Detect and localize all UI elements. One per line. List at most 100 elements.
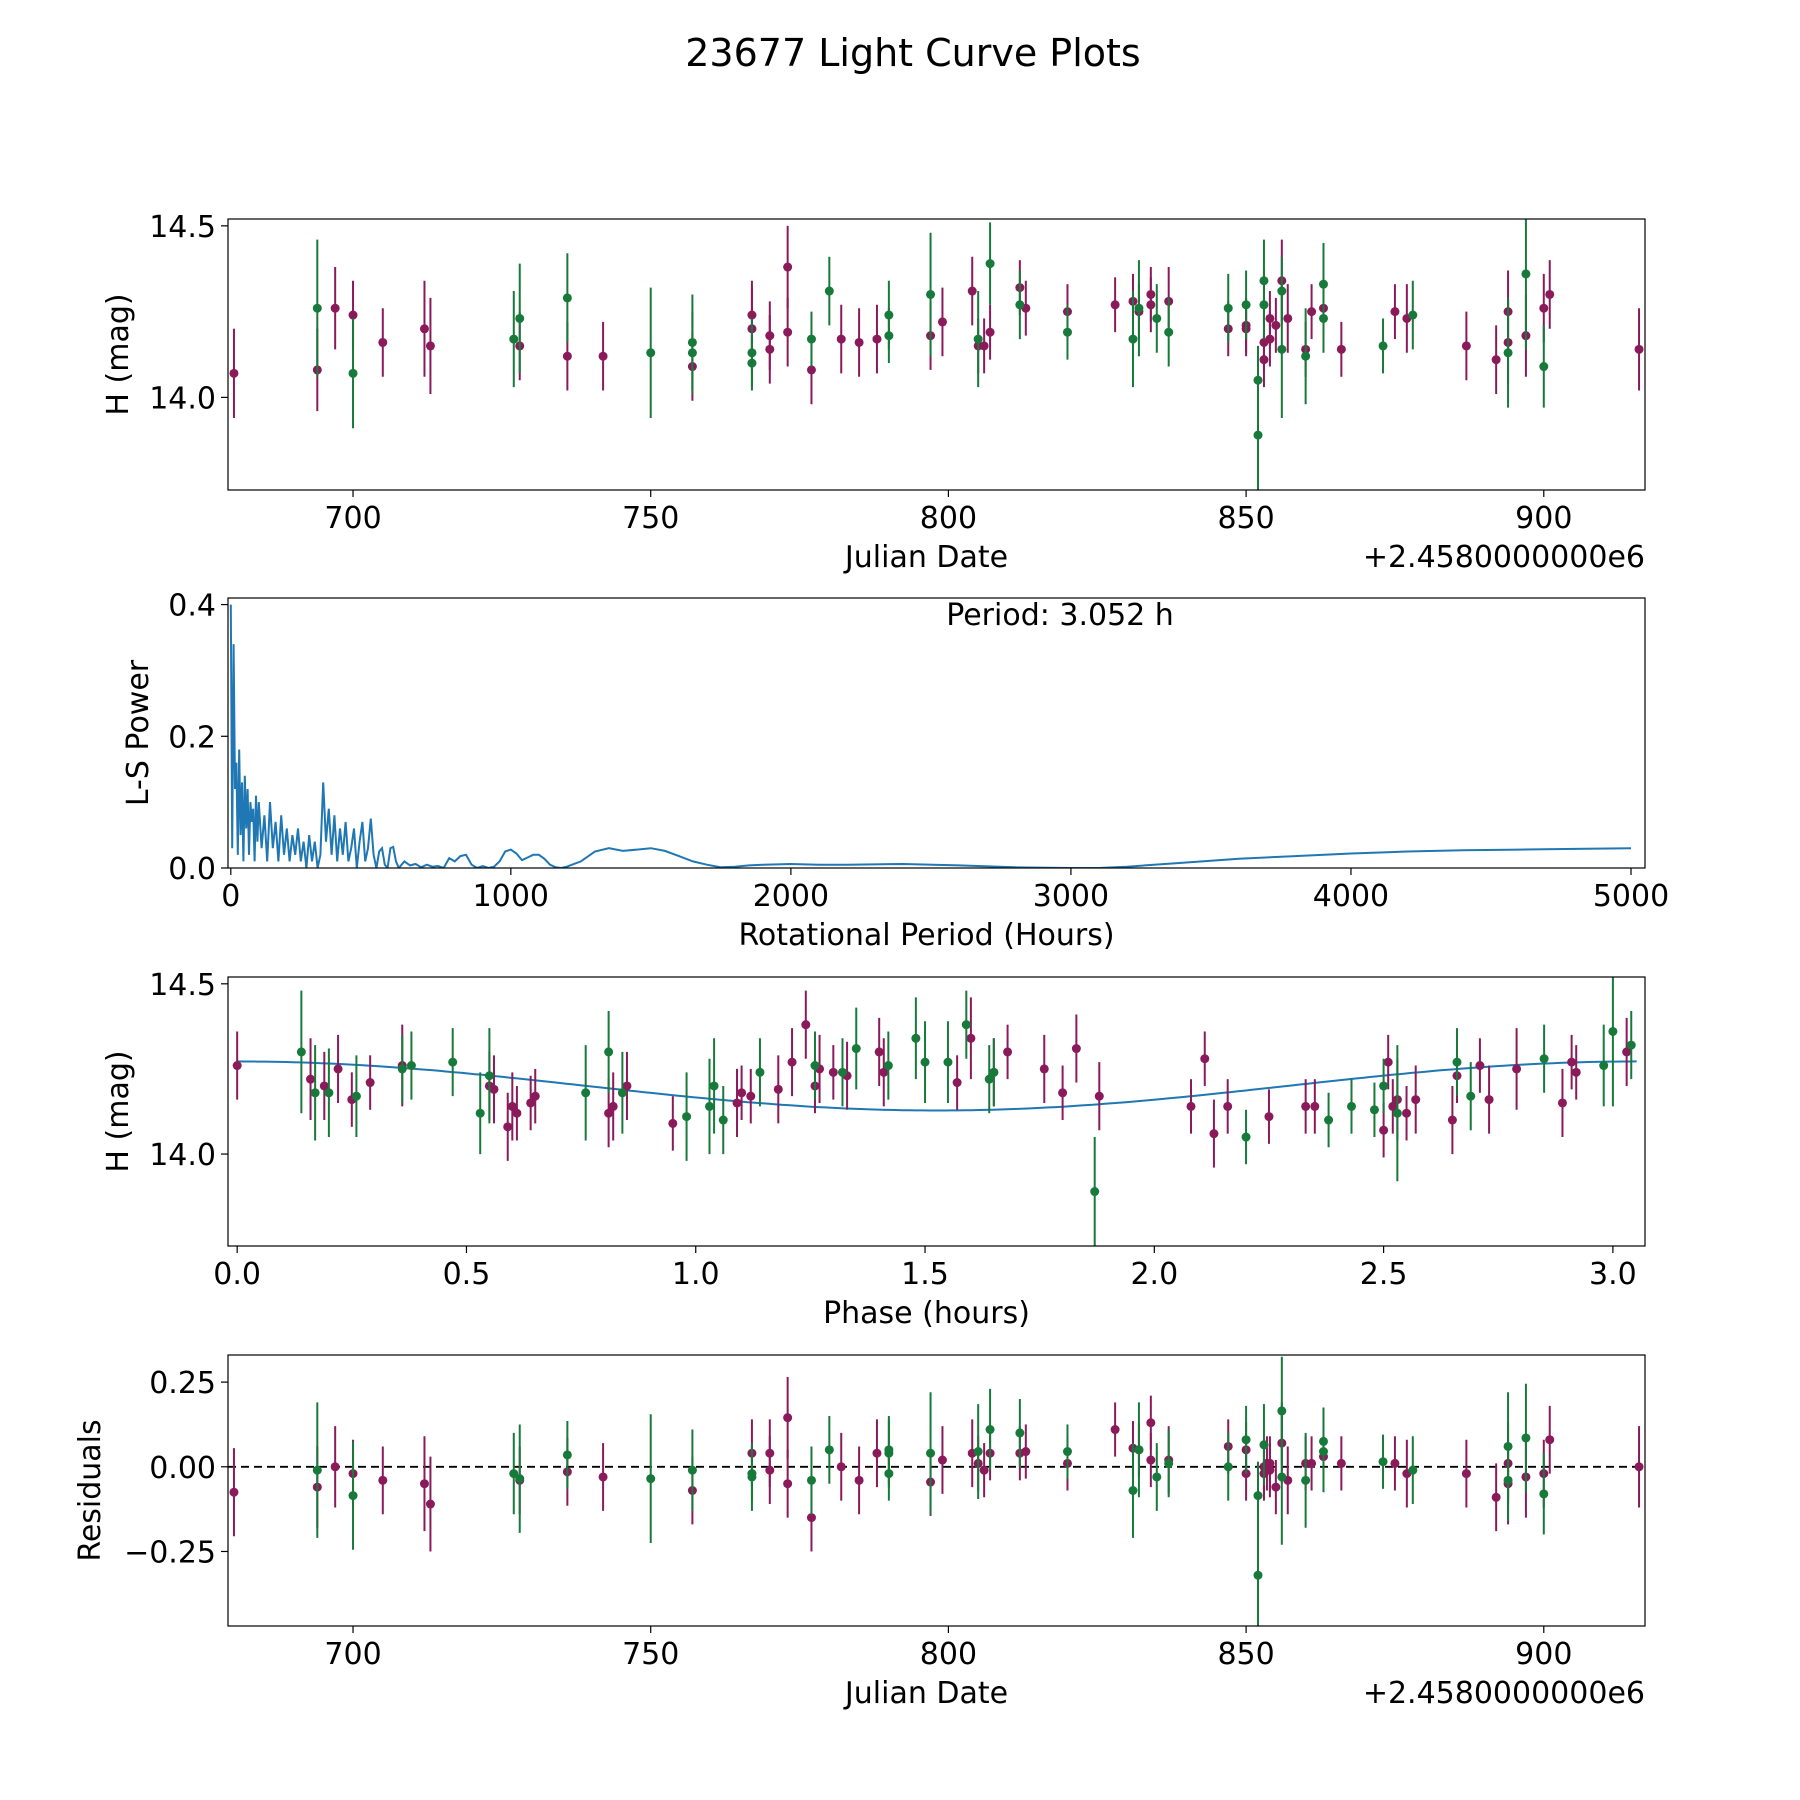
- data-point: [1039, 1064, 1049, 1074]
- data-point: [319, 1081, 329, 1091]
- data-point: [1259, 355, 1269, 365]
- data-point: [1608, 1026, 1618, 1036]
- data-point: [515, 1474, 525, 1484]
- x-axis-label: Julian Date: [843, 540, 1008, 575]
- data-point: [1301, 1101, 1311, 1111]
- data-point: [1626, 1040, 1636, 1050]
- data-point: [836, 334, 846, 344]
- data-point: [783, 1413, 793, 1423]
- data-point: [824, 286, 834, 296]
- data-point: [562, 293, 572, 303]
- data-point: [1491, 355, 1501, 365]
- data-point: [1003, 1047, 1013, 1057]
- data-point: [787, 1057, 797, 1067]
- data-point: [884, 1469, 894, 1479]
- data-point: [1390, 307, 1400, 317]
- data-point: [1110, 300, 1120, 310]
- x-axis-offset-label: +2.4580000000e6: [1363, 1676, 1645, 1711]
- data-point: [512, 1108, 522, 1118]
- data-point: [1484, 1095, 1494, 1105]
- data-point: [1336, 1458, 1346, 1468]
- data-point: [709, 1081, 719, 1091]
- data-point: [598, 351, 608, 361]
- data-point: [1447, 1115, 1457, 1125]
- data-point: [1223, 1462, 1233, 1472]
- data-point: [755, 1067, 765, 1077]
- data-point: [836, 1462, 846, 1472]
- y-tick-label: 14.5: [149, 210, 216, 245]
- data-point: [1134, 1445, 1144, 1455]
- data-point: [985, 259, 995, 269]
- data-point: [1223, 303, 1233, 313]
- series-magenta: [229, 225, 1644, 418]
- data-point: [1402, 1108, 1412, 1118]
- data-point: [1461, 341, 1471, 351]
- data-point: [1283, 313, 1293, 323]
- data-point: [851, 1044, 861, 1054]
- x-tick-label: 2000: [753, 879, 829, 914]
- data-point: [1152, 1472, 1162, 1482]
- data-point: [1015, 1428, 1025, 1438]
- data-point: [1264, 1112, 1274, 1122]
- data-point: [985, 1425, 995, 1435]
- data-point: [1408, 1465, 1418, 1475]
- data-point: [1110, 1425, 1120, 1435]
- data-point: [1567, 1057, 1577, 1067]
- data-point: [1383, 1057, 1393, 1067]
- data-point: [920, 1057, 930, 1067]
- data-point: [333, 1064, 343, 1074]
- figure-title: 23677 Light Curve Plots: [685, 31, 1140, 75]
- data-point: [1461, 1469, 1471, 1479]
- data-point: [732, 1098, 742, 1108]
- x-tick-label: 1000: [473, 879, 549, 914]
- data-point: [562, 351, 572, 361]
- axes-frame: [227, 218, 1646, 491]
- data-point: [1253, 430, 1263, 440]
- data-point: [1186, 1101, 1196, 1111]
- data-point: [646, 348, 656, 358]
- data-point: [765, 1465, 775, 1475]
- data-point: [330, 1462, 340, 1472]
- data-point: [312, 1465, 322, 1475]
- data-point: [747, 1472, 757, 1482]
- x-tick-label: 2.5: [1360, 1257, 1408, 1292]
- data-point: [1090, 1187, 1100, 1197]
- data-point: [1466, 1091, 1476, 1101]
- data-point: [1021, 1447, 1031, 1457]
- y-tick-label: 14.0: [149, 1138, 216, 1173]
- x-tick-label: 800: [920, 501, 977, 536]
- data-point: [765, 344, 775, 354]
- x-tick-label: 0: [221, 879, 240, 914]
- data-point: [378, 337, 388, 347]
- data-point: [1503, 1475, 1513, 1485]
- data-point: [1545, 1435, 1555, 1445]
- data-point: [966, 1033, 976, 1043]
- x-tick-label: 800: [920, 1637, 977, 1672]
- x-tick-label: 850: [1217, 1637, 1274, 1672]
- data-point: [581, 1088, 591, 1098]
- x-axis-label: Phase (hours): [823, 1296, 1030, 1331]
- data-point: [306, 1074, 316, 1084]
- data-point: [926, 289, 936, 299]
- panel-phase-curve: 0.0 0.5 1.0 1.5 2.0 2.5 3.0 14.0 14.5 Phase (hour…: [101, 968, 1646, 1331]
- data-point: [783, 327, 793, 337]
- data-point: [979, 1465, 989, 1475]
- data-point: [1307, 307, 1317, 317]
- data-point: [828, 1067, 838, 1077]
- data-point: [1146, 300, 1156, 310]
- data-point: [330, 303, 340, 313]
- data-point: [1241, 1132, 1251, 1142]
- data-point: [1015, 300, 1025, 310]
- data-point: [1307, 1458, 1317, 1468]
- x-tick-label: 0.0: [213, 1257, 261, 1292]
- data-point: [1571, 1067, 1581, 1077]
- data-point: [1599, 1061, 1609, 1071]
- data-point: [310, 1088, 320, 1098]
- data-point: [783, 262, 793, 272]
- data-point: [973, 1447, 983, 1457]
- y-tick-label: 0.00: [149, 1451, 216, 1486]
- x-tick-label: 700: [324, 1637, 381, 1672]
- data-point: [872, 1448, 882, 1458]
- data-point: [985, 327, 995, 337]
